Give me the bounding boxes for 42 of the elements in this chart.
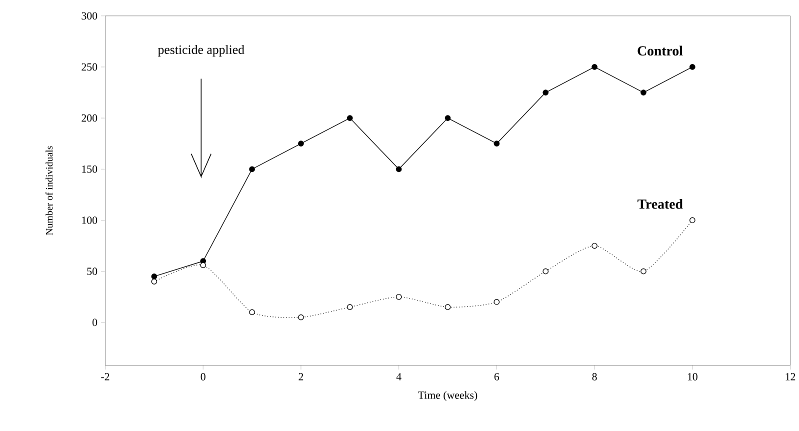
y-tick-label: 300 [82, 12, 98, 20]
point [151, 278, 158, 285]
x-tick-label: 2 [298, 373, 304, 380]
x-tick-label: 12 [786, 373, 796, 380]
point [396, 166, 402, 172]
x-tick-label: 4 [396, 373, 402, 380]
x-tick-label: 10 [688, 373, 698, 380]
point [444, 115, 451, 122]
point [592, 242, 598, 249]
point [689, 64, 696, 70]
point [494, 140, 500, 147]
point [346, 115, 353, 122]
point [444, 304, 451, 310]
x-tick-label: 8 [592, 373, 597, 380]
point [249, 166, 255, 172]
y-tick-label: 150 [82, 166, 98, 173]
y-tick-label: 0 [92, 318, 98, 326]
series-label: Treated [638, 199, 683, 209]
x-tick-label: 6 [494, 373, 500, 380]
y-tick-label: 50 [87, 268, 98, 276]
annotation: pesticide applied [158, 45, 244, 57]
point [298, 314, 304, 320]
point [396, 294, 402, 300]
point [640, 268, 646, 274]
point [346, 304, 353, 310]
point [592, 64, 598, 70]
point [542, 90, 549, 96]
series-label: Control [638, 46, 683, 56]
x-tick-label: 0 [200, 373, 206, 380]
point [689, 217, 696, 224]
point [640, 90, 646, 96]
point [542, 268, 549, 274]
point [151, 274, 158, 280]
x-axis-title: Time (weeks) [418, 391, 478, 402]
y-tick-label: 100 [82, 216, 98, 224]
point [298, 140, 304, 147]
y-tick-label: 200 [82, 114, 98, 122]
y-axis-title: Number of individuals [46, 146, 53, 236]
point [494, 299, 500, 305]
y-tick-label: 250 [82, 63, 98, 71]
point [249, 309, 255, 316]
x-tick-label: -2 [101, 373, 110, 380]
